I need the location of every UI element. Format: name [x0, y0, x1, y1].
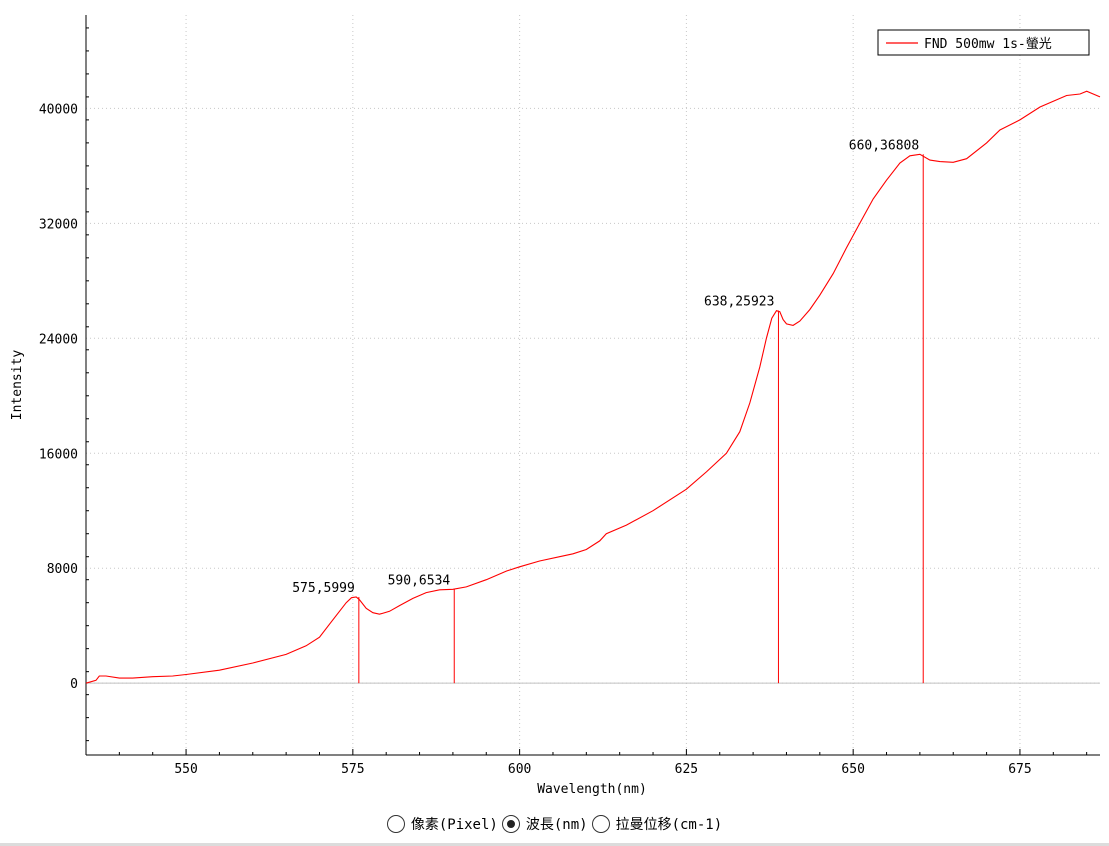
y-tick-label: 40000	[39, 102, 78, 117]
series-layer	[85, 90, 1101, 684]
y-tick-label: 8000	[47, 562, 78, 577]
radio-selected-dot	[506, 820, 515, 828]
y-axis-title: Intensity	[10, 350, 25, 421]
x-tick-label: 600	[508, 762, 531, 777]
peak-label: 575,5999	[292, 581, 355, 596]
radio-wavelength-label: 波長(nm)	[525, 817, 588, 833]
x-tick-label: 625	[675, 762, 698, 777]
y-tick-label: 0	[70, 677, 78, 692]
radio-pixel-label: 像素(Pixel)	[410, 817, 498, 833]
spectrum-chart: 0 8000 16000 24000 32000 40000 550 575 600 625 650…	[10, 15, 1101, 797]
mode-selector: 像素(Pixel) 波長(nm) 拉曼位移(cm-1)	[0, 810, 1109, 838]
radio-raman-label: 拉曼位移(cm-1)	[615, 817, 723, 833]
x-axis-title: Wavelength(nm)	[537, 782, 647, 797]
radio-raman-shift[interactable]: 拉曼位移(cm-1)	[591, 814, 723, 834]
peak-label: 638,25923	[704, 295, 774, 310]
legend-label: FND 500mw 1s-螢光	[924, 37, 1052, 52]
y-tick-label: 32000	[39, 217, 78, 232]
spectrum-line	[85, 90, 1101, 684]
radio-wavelength[interactable]: 波長(nm)	[501, 814, 588, 834]
status-divider	[0, 843, 1109, 846]
annotation-layer: 575,5999 590,6534 638,25923 660,36808	[292, 138, 924, 684]
y-tick-label: 16000	[39, 447, 78, 462]
peak-label: 660,36808	[849, 138, 919, 153]
radio-raman-circle[interactable]	[591, 815, 610, 833]
radio-pixel-circle[interactable]	[386, 815, 405, 833]
peak-label: 590,6534	[388, 573, 451, 588]
legend: FND 500mw 1s-螢光	[877, 29, 1090, 56]
radio-pixel[interactable]: 像素(Pixel)	[386, 814, 498, 834]
x-tick-label: 550	[174, 762, 197, 777]
x-tick-label: 675	[1008, 762, 1031, 777]
y-tick-label: 24000	[39, 332, 78, 347]
x-tick-label: 575	[341, 762, 364, 777]
radio-wavelength-circle[interactable]	[501, 815, 520, 833]
axes-layer: 0 8000 16000 24000 32000 40000 550 575 600 625 650…	[39, 15, 1100, 777]
grid-layer	[86, 15, 1100, 755]
x-tick-label: 650	[841, 762, 864, 777]
